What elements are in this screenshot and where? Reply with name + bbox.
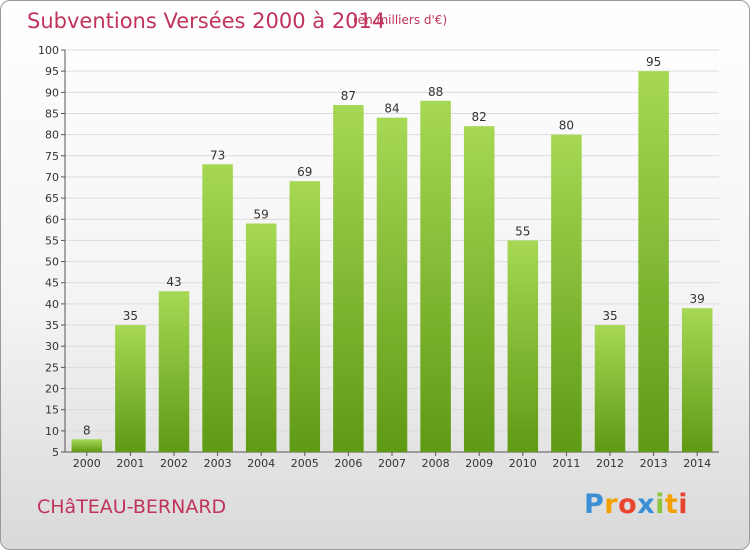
data-label: 88 [428, 85, 443, 99]
x-tick-label: 2000 [73, 457, 101, 470]
bar [551, 134, 582, 452]
bar [638, 71, 669, 452]
x-tick-label: 2003 [204, 457, 232, 470]
x-tick-label: 2005 [291, 457, 319, 470]
logo-letter: i [678, 489, 689, 520]
y-tick-label: 5 [52, 446, 59, 459]
bar [202, 164, 233, 452]
data-label: 80 [559, 119, 574, 133]
data-label: 87 [341, 89, 356, 103]
bar [115, 325, 146, 452]
y-tick-label: 30 [45, 340, 59, 353]
y-tick-label: 75 [45, 150, 59, 163]
y-tick-label: 90 [45, 86, 59, 99]
x-tick-label: 2014 [683, 457, 711, 470]
y-tick-label: 85 [45, 107, 59, 120]
commune-name: CHâTEAU-BERNARD [37, 496, 227, 518]
logo-letter: o [618, 489, 638, 520]
data-label: 59 [254, 207, 269, 221]
logo-letter: t [664, 489, 679, 520]
labels: 8 2000 35 2001 43 2002 73 2003 59 2004 69 2005 87 200… [73, 55, 711, 470]
y-tick-label: 35 [45, 319, 59, 332]
y-tick-label: 100 [38, 44, 59, 57]
y-tick-label: 65 [45, 192, 59, 205]
data-label: 55 [515, 224, 530, 238]
data-label: 39 [690, 292, 705, 306]
y-tick-label: 10 [45, 425, 59, 438]
bar [245, 223, 277, 452]
bar [158, 291, 190, 452]
x-tick-label: 2006 [334, 457, 362, 470]
logo-letter: P [584, 489, 605, 520]
chart-subtitle: (en milliers d'€) [353, 13, 448, 27]
bar [681, 308, 713, 452]
y-tick-label: 55 [45, 234, 59, 247]
data-label: 69 [297, 165, 312, 179]
y-tick-label: 95 [45, 65, 59, 78]
y-tick-label: 80 [45, 129, 59, 142]
x-tick-label: 2009 [465, 457, 493, 470]
bar [420, 100, 451, 453]
bars [71, 71, 713, 453]
y-tick-label: 50 [45, 256, 59, 269]
y-tick-label: 45 [45, 277, 59, 290]
bar [463, 126, 495, 452]
data-label: 73 [210, 148, 225, 162]
data-label: 84 [384, 102, 399, 116]
x-tick-label: 2013 [640, 457, 668, 470]
y-tick-label: 20 [45, 383, 59, 396]
proxiti-logo: Proxiti [584, 489, 688, 520]
bar [376, 117, 408, 452]
x-tick-label: 2002 [160, 457, 188, 470]
y-tick-label: 40 [45, 298, 59, 311]
data-label: 82 [472, 110, 487, 124]
bar [507, 240, 539, 452]
y-tick-label: 70 [45, 171, 59, 184]
x-tick-label: 2012 [596, 457, 624, 470]
x-tick-label: 2007 [378, 457, 406, 470]
chart-title: Subventions Versées 2000 à 2014 [27, 9, 386, 33]
bar [289, 181, 321, 452]
y-tick-label: 15 [45, 404, 59, 417]
x-tick-label: 2010 [509, 457, 537, 470]
logo-letter: x [637, 489, 656, 520]
bar [333, 105, 364, 452]
data-label: 35 [123, 309, 138, 323]
data-label: 43 [166, 275, 181, 289]
data-label: 35 [602, 309, 617, 323]
x-tick-label: 2004 [247, 457, 275, 470]
x-tick-label: 2011 [552, 457, 580, 470]
y-tick-label: 25 [45, 361, 59, 374]
y-tick-label: 60 [45, 213, 59, 226]
logo-letter: r [604, 489, 619, 520]
logo-letter: i [655, 489, 665, 520]
data-label: 8 [83, 423, 91, 437]
data-label: 95 [646, 55, 661, 69]
x-tick-label: 2001 [116, 457, 144, 470]
bar [71, 439, 103, 452]
bar [594, 325, 626, 452]
x-tick-label: 2008 [422, 457, 450, 470]
